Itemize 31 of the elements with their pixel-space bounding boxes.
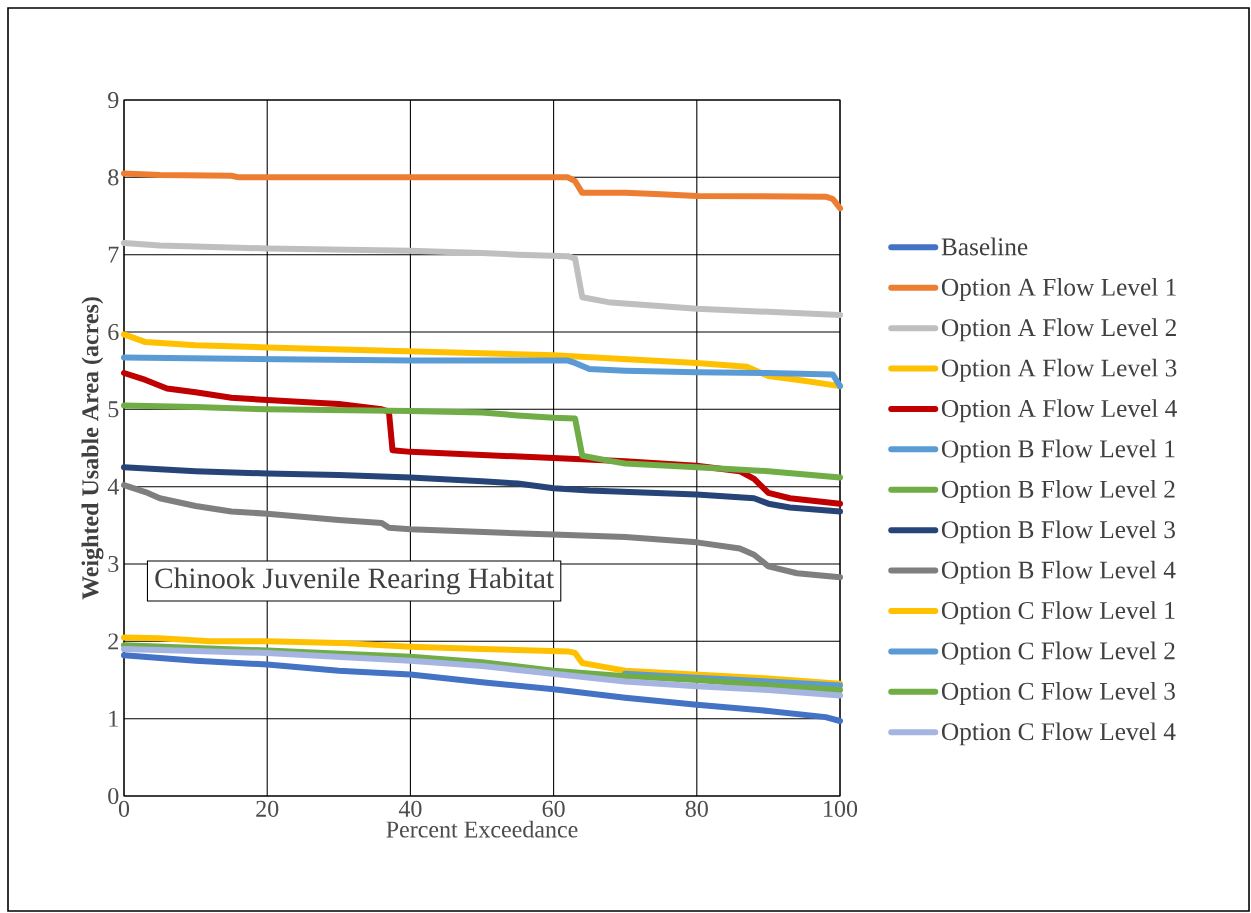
- y-tick-label: 0: [108, 787, 119, 805]
- y-tick-label: 8: [108, 169, 119, 186]
- x-tick-label: 40: [398, 800, 422, 817]
- annotation: Chinook Juvenile Rearing Habitat: [155, 567, 554, 595]
- legend-label: Option C Flow Level 1: [941, 601, 1175, 625]
- y-axis-title: Weighted Usable Area (acres): [81, 297, 104, 600]
- x-axis-title: Percent Exceedance: [386, 820, 578, 838]
- y-tick-label: 5: [108, 401, 119, 418]
- legend-label: Baseline: [941, 237, 1028, 256]
- y-tick-label: 3: [108, 555, 119, 573]
- legend-label: Option C Flow Level 2: [941, 641, 1175, 665]
- y-tick-label: 4: [107, 478, 119, 495]
- x-tick-label: 80: [685, 800, 708, 817]
- y-tick-label: 1: [109, 710, 118, 727]
- y-tick-label: 9: [108, 91, 119, 109]
- y-tick-label: 6: [108, 323, 119, 341]
- x-tick-label: 100: [824, 800, 858, 817]
- legend-label: Option C Flow Level 4: [941, 722, 1176, 746]
- legend-label: Option C Flow Level 3: [941, 682, 1175, 705]
- legend-label: Option B Flow Level 1: [941, 439, 1175, 463]
- legend-label: Option A Flow Level 2: [941, 318, 1176, 342]
- legend-label: Option B Flow Level 3: [941, 520, 1175, 544]
- legend-label: Option B Flow Level 2: [941, 479, 1175, 503]
- legend-label: Option A Flow Level 3: [941, 358, 1177, 382]
- y-tick-label: 7: [108, 246, 119, 263]
- x-tick-label: 60: [542, 800, 565, 817]
- legend-label: Option A Flow Level 4: [941, 399, 1177, 423]
- x-tick-label: 20: [256, 800, 279, 817]
- legend-label: Option B Flow Level 4: [941, 560, 1176, 584]
- legend-label: Option A Flow Level 1: [941, 277, 1176, 301]
- y-tick-label: 2: [108, 633, 118, 650]
